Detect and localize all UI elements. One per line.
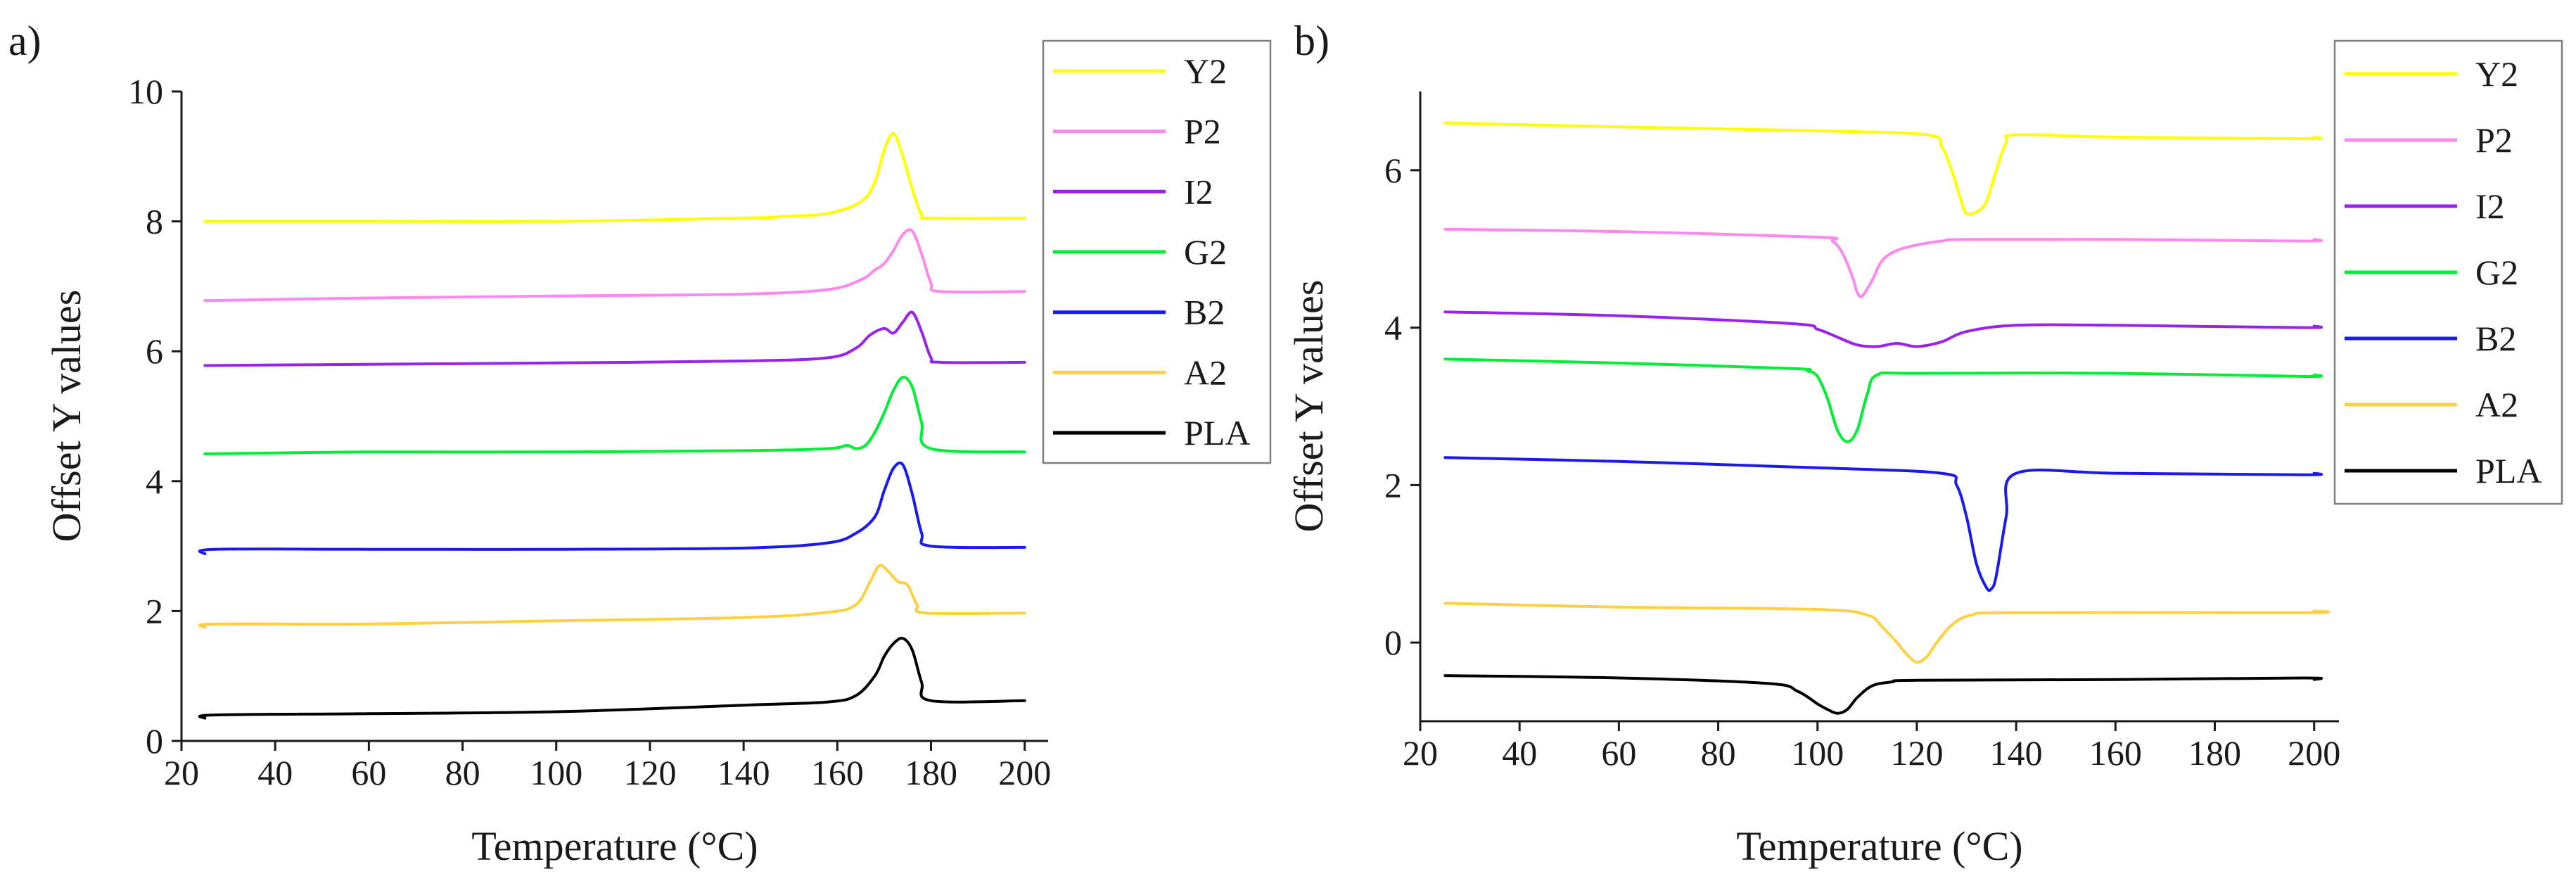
panel-a-x-axis-title: Temperature (°C) xyxy=(471,823,758,869)
panel-b-x-tick-label: 140 xyxy=(1990,733,2043,773)
panel-b-x-tick-label: 120 xyxy=(1890,733,1943,773)
panel-a-ticks: 20 40 60 80 100 120 140 160 180 200 0 2 4 6 8 10 xyxy=(128,72,1051,792)
panel-b-series-y2 xyxy=(1443,121,2323,216)
panel-a-label: a) xyxy=(8,18,42,64)
panel-b-legend-label-pla: PLA xyxy=(2475,451,2542,490)
panel-a-x-tick-label: 180 xyxy=(905,753,957,792)
panel-a-series-pla xyxy=(198,636,1026,720)
panel-a-legend-label-i2: I2 xyxy=(1184,172,1213,211)
panel-b-x-axis-title: Temperature (°C) xyxy=(1736,823,2022,869)
panel-a-series-g2 xyxy=(203,376,1026,455)
panel-a-legend-label-a2: A2 xyxy=(1184,353,1227,392)
panel-b-y-axis-title: Offset Y values xyxy=(1286,280,1332,533)
panel-b-ticks: 20 40 60 80 100 120 140 160 180 200 0 2 4 6 xyxy=(1384,151,2340,773)
panel-a-x-tick-label: 40 xyxy=(257,753,293,792)
panel-a-x-tick-label: 200 xyxy=(998,753,1051,792)
panel-b-chart: b) 20 40 60 80 100 120 140 160 180 200 0 2 4 6 Temper… xyxy=(1286,18,2563,869)
panel-b-series-g2 xyxy=(1443,357,2323,443)
panel-a-legend-label-p2: P2 xyxy=(1184,112,1221,151)
panel-b-x-tick-label: 200 xyxy=(2288,733,2340,773)
panel-a-series-y2 xyxy=(203,132,1026,223)
panel-b-x-tick-label: 180 xyxy=(2188,733,2241,773)
panel-b-y-tick-label: 6 xyxy=(1384,151,1402,190)
panel-a-series-b2 xyxy=(198,461,1026,556)
panel-b-x-tick-label: 60 xyxy=(1601,733,1636,773)
panel-b-series xyxy=(1443,121,2330,715)
panel-b-x-tick-label: 40 xyxy=(1502,733,1537,773)
panel-b-legend-label-p2: P2 xyxy=(2475,120,2513,160)
panel-b-series-b2 xyxy=(1443,456,2323,592)
panel-a-x-tick-label: 20 xyxy=(164,753,199,792)
panel-b-x-tick-label: 100 xyxy=(1791,733,1844,773)
panel-a-legend-label-g2: G2 xyxy=(1184,232,1227,272)
panel-b-x-tick-label: 20 xyxy=(1403,733,1438,773)
panel-a-chart: a) 20 40 60 80 100 120 140 160 180 200 0 2 4 6 8 10 Tem… xyxy=(8,18,1272,869)
panel-b-axes xyxy=(1419,91,2339,723)
panel-a-x-tick-label: 160 xyxy=(811,753,864,792)
panel-b-y-tick-label: 2 xyxy=(1384,465,1402,505)
panel-b-legend-label-a2: A2 xyxy=(2475,385,2518,424)
panel-a-x-tick-label: 60 xyxy=(351,753,386,792)
panel-a-x-tick-label: 120 xyxy=(623,753,676,792)
panel-b-series-a2 xyxy=(1443,602,2330,664)
panel-a-series-a2 xyxy=(198,564,1026,629)
panel-b-legend-label-i2: I2 xyxy=(2475,186,2505,226)
panel-a-x-tick-label: 100 xyxy=(530,753,582,792)
panel-a-legend-label-b2: B2 xyxy=(1184,293,1225,332)
panel-a-y-tick-label: 4 xyxy=(146,462,163,501)
panel-b-series-p2 xyxy=(1443,227,2323,298)
panel-a-x-tick-label: 140 xyxy=(718,753,770,792)
panel-a-y-tick-label: 2 xyxy=(146,591,163,630)
panel-a-y-tick-label: 8 xyxy=(146,202,163,241)
panel-a-y-tick-label: 6 xyxy=(146,331,163,371)
panel-a-series-i2 xyxy=(203,310,1026,367)
panel-b-legend: Y2 P2 I2 G2 B2 A2 PLA xyxy=(2333,39,2563,505)
panel-a-y-tick-label: 10 xyxy=(128,72,163,111)
panel-b-legend-label-y2: Y2 xyxy=(2475,54,2518,94)
panel-a-y-axis-title: Offset Y values xyxy=(44,290,89,543)
panel-b-x-tick-label: 80 xyxy=(1701,733,1736,773)
panel-a-legend: Y2 P2 I2 G2 B2 A2 PLA xyxy=(1042,39,1272,464)
panel-b-legend-label-g2: G2 xyxy=(2475,253,2518,292)
panel-b-series-pla xyxy=(1443,674,2323,715)
panel-a-x-tick-label: 80 xyxy=(445,753,480,792)
panel-b-x-tick-label: 160 xyxy=(2089,733,2142,773)
panel-b-y-tick-label: 4 xyxy=(1384,308,1402,348)
panel-b-series-i2 xyxy=(1443,310,2323,348)
panel-b-legend-label-b2: B2 xyxy=(2475,319,2516,358)
panel-b-label: b) xyxy=(1294,18,1330,64)
panel-a-series xyxy=(198,132,1026,720)
panel-a-y-tick-label: 0 xyxy=(146,721,163,761)
panel-a-legend-label-pla: PLA xyxy=(1184,413,1250,452)
panel-a-series-p2 xyxy=(203,228,1026,303)
panel-a-axes xyxy=(180,91,1048,742)
panel-a-legend-label-y2: Y2 xyxy=(1184,51,1227,91)
panel-b-y-tick-label: 0 xyxy=(1384,623,1402,662)
